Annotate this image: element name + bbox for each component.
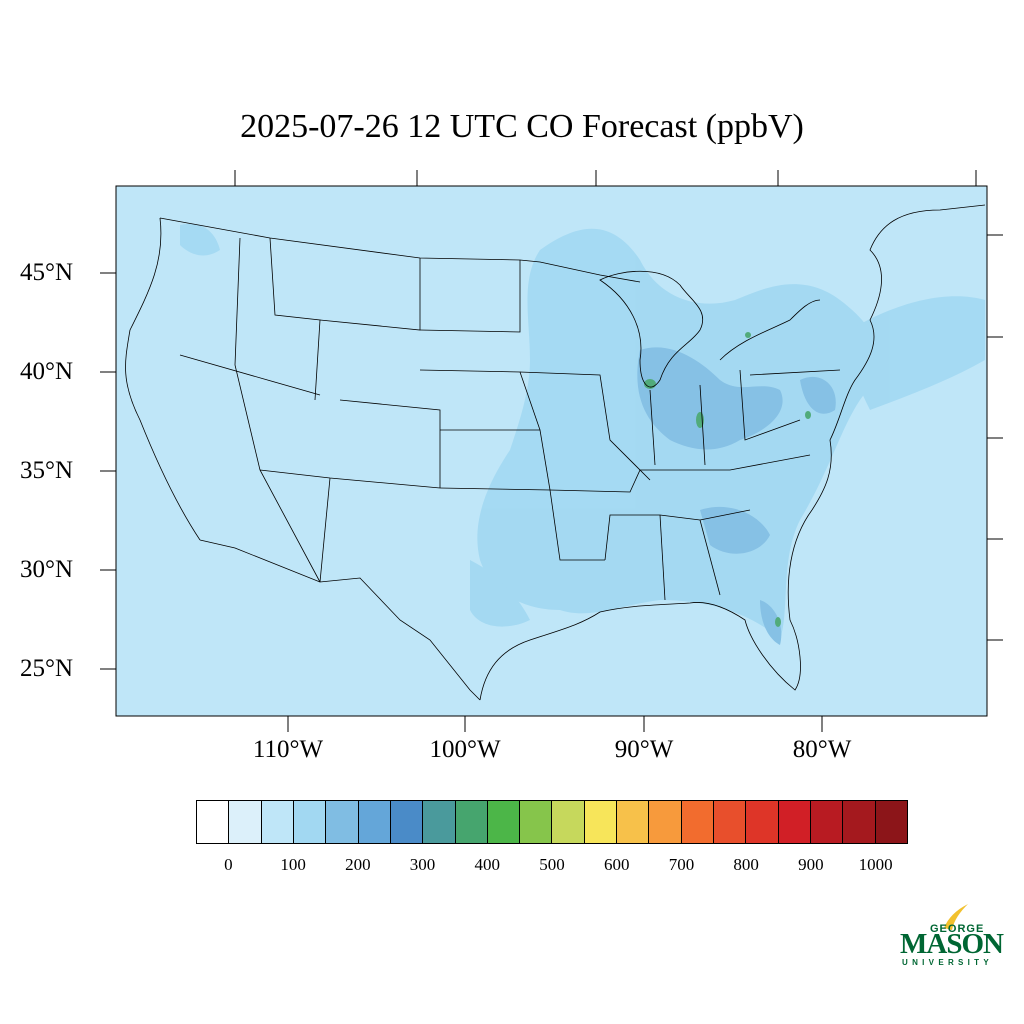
logo-george-text: GEORGE [930, 923, 985, 935]
lon-label-100w: 100°W [429, 736, 501, 763]
colorbar-swatch [293, 801, 327, 843]
colorbar-swatch [617, 801, 650, 843]
right-ticks [987, 234, 1003, 641]
colorbar-swatch [714, 801, 747, 843]
lon-label-90w: 90°W [614, 736, 674, 763]
map-frame [115, 185, 988, 717]
colorbar-swatch [390, 801, 424, 843]
top-ticks [234, 170, 977, 186]
colorbar-tick-label: 900 [798, 855, 824, 874]
bottom-ticks [287, 716, 823, 732]
colorbar-swatch [487, 801, 521, 843]
colorbar-swatch [261, 801, 294, 843]
lat-label-40n: 40°N [20, 358, 74, 385]
hotspot-dc [805, 411, 811, 419]
colorbar-tick-label: 400 [474, 855, 501, 874]
colorbar-swatch [358, 801, 391, 843]
colorbar-tick-label: 1000 [858, 855, 893, 874]
lat-label-30n: 30°N [20, 556, 74, 583]
hotspot-florida [775, 617, 781, 627]
colorbar-tick-label: 100 [280, 855, 306, 874]
colorbar-swatch [810, 801, 844, 843]
colorbar-tick-label: 600 [603, 855, 630, 874]
page-title: 2025-07-26 12 UTC CO Forecast (ppbV) [240, 108, 804, 145]
high-co-region-northeast [800, 376, 836, 414]
colorbar-swatch [520, 801, 553, 843]
colorbar-swatch [649, 801, 682, 843]
elevated-co-region-atlantic [848, 296, 985, 410]
colorbar-tick-label: 300 [409, 855, 436, 874]
hotspot-detroit [745, 332, 751, 338]
us-west-coast [125, 217, 201, 541]
colorbar-swatch [326, 801, 359, 843]
great-lakes [599, 270, 703, 388]
us-mexico-border [199, 539, 481, 701]
colorbar-swatch [584, 801, 618, 843]
elevated-co-region-northwest [180, 223, 220, 256]
lon-label-110w: 110°W [252, 736, 324, 763]
high-co-region-southeast [700, 506, 770, 554]
gmu-swoosh-icon [944, 904, 968, 930]
colorbar-swatch [423, 801, 456, 843]
lon-label-80w: 80°W [792, 736, 852, 763]
colorbar-swatch [746, 801, 779, 843]
gulf-coast [479, 509, 813, 701]
logo-mason-text: MASON [900, 928, 1004, 960]
colorbar-swatch [552, 801, 585, 843]
colorbar-tick-label: 500 [539, 855, 565, 874]
atlantic-coast [811, 204, 986, 511]
logo-university-text: UNIVERSITY [902, 958, 994, 967]
colorbar-swatch [197, 801, 230, 843]
boundaries [125, 204, 986, 701]
high-co-region-ohio-valley [637, 347, 783, 450]
colorbar-swatch [843, 801, 876, 843]
colorbar-swatch [229, 801, 262, 843]
elevated-co-region-southwest [470, 560, 530, 627]
colorbar-swatch [875, 801, 907, 843]
colorbar-swatch [455, 801, 488, 843]
lake-erie-ontario [719, 299, 821, 361]
colorbar-tick-label: 700 [668, 855, 695, 874]
left-ticks [100, 272, 116, 670]
colorbar-swatch [778, 801, 811, 843]
lat-label-25n: 25°N [20, 655, 74, 682]
high-co-region-florida [760, 600, 782, 645]
colorbar [196, 800, 908, 844]
colorbar-tick-label: 800 [733, 855, 759, 874]
colorbar-tick-label: 0 [224, 855, 233, 874]
lat-label-45n: 45°N [20, 259, 74, 286]
co-concentration-field [180, 223, 985, 645]
colorbar-swatch [681, 801, 714, 843]
lat-label-35n: 35°N [20, 457, 74, 484]
colorbar-tick-label: 200 [345, 855, 371, 874]
